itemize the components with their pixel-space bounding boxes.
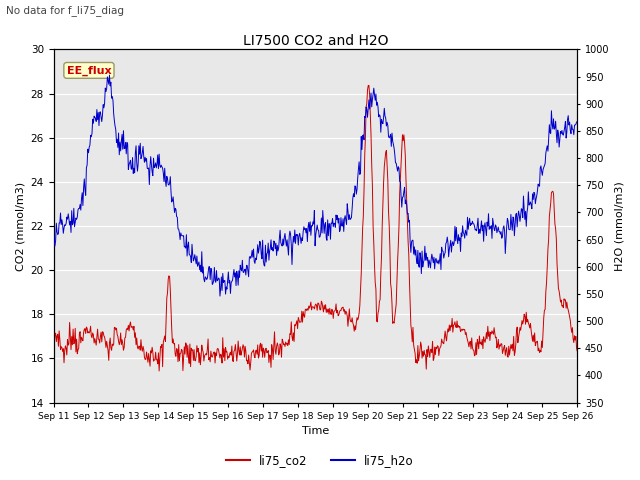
Text: EE_flux: EE_flux [67, 65, 111, 75]
Title: LI7500 CO2 and H2O: LI7500 CO2 and H2O [243, 34, 388, 48]
Legend: li75_co2, li75_h2o: li75_co2, li75_h2o [221, 449, 419, 472]
X-axis label: Time: Time [302, 426, 329, 436]
Text: No data for f_li75_diag: No data for f_li75_diag [6, 5, 124, 16]
Y-axis label: CO2 (mmol/m3): CO2 (mmol/m3) [15, 181, 25, 271]
Y-axis label: H2O (mmol/m3): H2O (mmol/m3) [615, 181, 625, 271]
